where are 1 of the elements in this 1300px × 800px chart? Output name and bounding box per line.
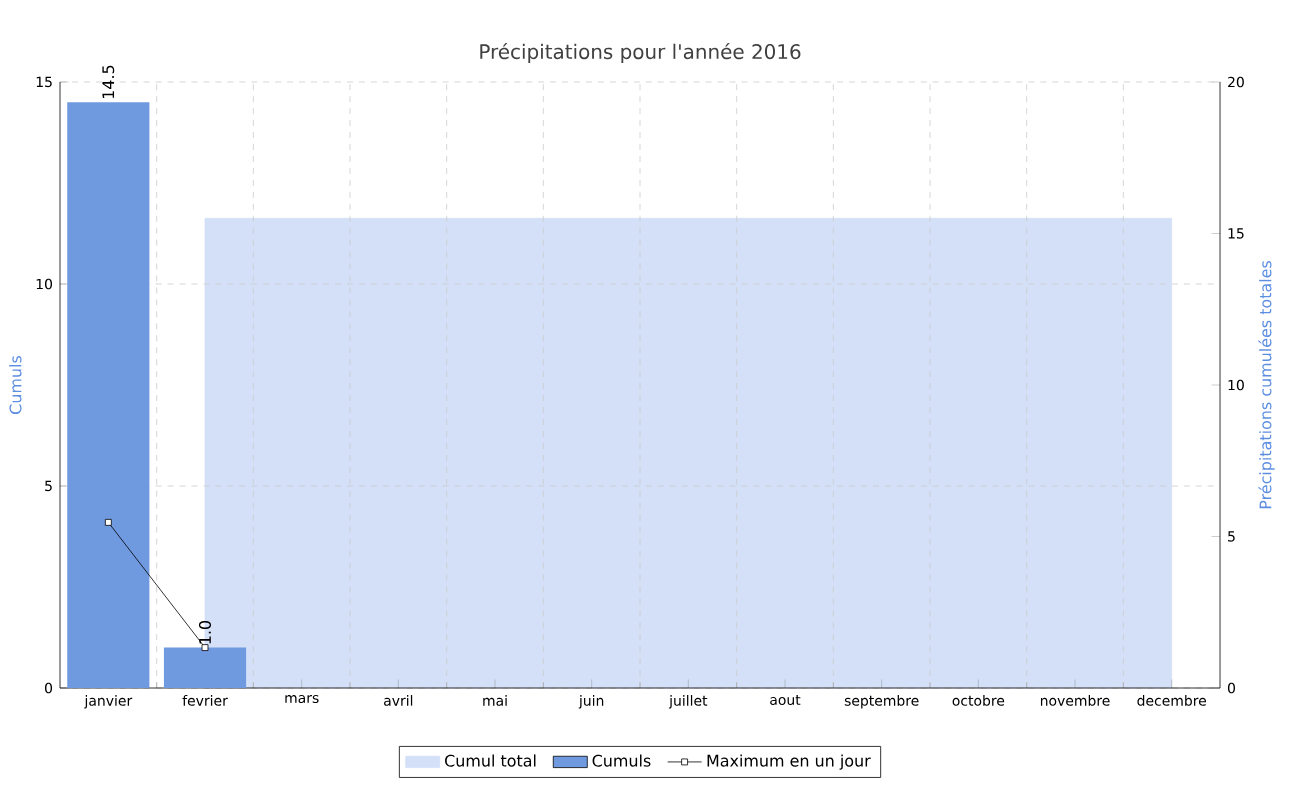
chart-title: Précipitations pour l'année 2016 [480,42,801,64]
